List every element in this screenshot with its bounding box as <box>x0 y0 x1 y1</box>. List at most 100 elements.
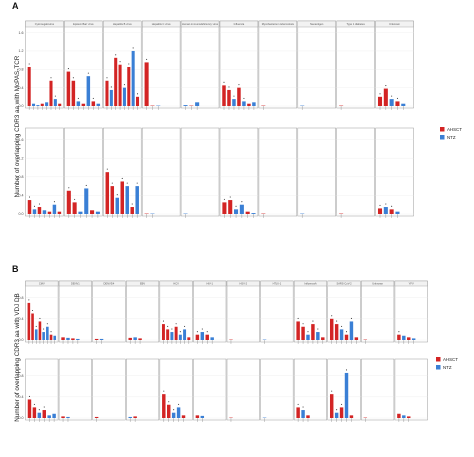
outlier-point <box>162 320 164 322</box>
bar <box>120 181 124 214</box>
bar <box>96 103 101 106</box>
legend-label: NTZ <box>443 365 452 370</box>
outlier-point <box>126 182 128 184</box>
outlier-point <box>54 95 56 97</box>
facet-2-7 <box>258 127 298 218</box>
facet-title: Hepatitis C virus <box>152 22 172 26</box>
facet-header <box>361 280 395 287</box>
bar <box>383 88 388 106</box>
facet-frame <box>260 358 294 421</box>
bar <box>40 103 44 106</box>
facet-title: YFV <box>409 282 414 286</box>
bar <box>133 337 137 340</box>
facet-header <box>226 280 260 287</box>
legend: AHSCT NTZ <box>440 127 462 140</box>
outlier-point <box>385 203 387 205</box>
outlier-point <box>31 309 34 312</box>
bar <box>32 407 37 418</box>
bar <box>71 80 76 106</box>
bar <box>389 209 394 214</box>
bar <box>42 210 47 214</box>
bar <box>109 89 113 106</box>
outlier-point <box>136 93 139 95</box>
facet-2-9 <box>336 127 375 218</box>
facet-1-3: Hepatitis B virus <box>103 20 142 110</box>
facet-1-7: HSV-2 <box>226 280 260 344</box>
bar <box>339 407 344 418</box>
facet-frame <box>219 127 259 217</box>
facet-1-6: Influenza <box>219 20 259 110</box>
outlier-point <box>229 196 231 198</box>
facet-1-1: CMV <box>25 280 59 344</box>
facet-title: DENV1 <box>71 282 80 286</box>
bar <box>200 415 205 418</box>
bar <box>200 332 205 340</box>
bar <box>71 338 75 340</box>
facet-frame <box>92 280 126 343</box>
facet-header <box>180 20 220 28</box>
bar <box>306 334 310 340</box>
outlier-point <box>307 331 309 333</box>
outlier-point <box>46 323 48 325</box>
bar <box>162 394 166 418</box>
bar <box>122 87 126 106</box>
bar <box>354 337 359 340</box>
bar <box>66 190 71 214</box>
outlier-point <box>77 97 79 99</box>
bar <box>339 329 344 340</box>
facet-header <box>375 20 414 28</box>
y-axis-label: Number of overlapping CDR3 aa with McPAS… <box>14 55 21 197</box>
facet-frame <box>193 358 227 421</box>
facet-title: Human immunodeficiency virus <box>182 22 219 26</box>
facet-1-3: DENV3/4 <box>92 280 126 344</box>
outlier-point <box>179 331 181 333</box>
bar <box>38 321 42 340</box>
bar <box>195 102 200 106</box>
facet-title: Unknown <box>372 282 383 286</box>
outlier-point <box>238 84 240 86</box>
facet-title: Cytomegalovirus <box>35 22 55 26</box>
bar <box>222 85 226 106</box>
facet-2-5 <box>180 127 220 218</box>
outlier-point <box>132 47 134 49</box>
y-tick-label: 1.2 <box>19 49 24 53</box>
facet-frame <box>297 20 336 109</box>
facet-header <box>159 280 193 287</box>
facet-title: InfluenzaA <box>304 282 317 286</box>
bar <box>32 103 36 106</box>
facet-1-12: YFV <box>394 280 428 344</box>
facet-1-5: HCV <box>159 280 193 344</box>
outlier-point <box>201 328 203 330</box>
y-tick-label: 0.4 <box>19 395 24 399</box>
outlier-point <box>223 81 225 83</box>
outlier-point <box>331 390 333 392</box>
bar <box>401 103 406 106</box>
facet-frame <box>25 280 59 343</box>
outlier-point <box>297 317 299 320</box>
facet-1-4: Hepatitis C virus <box>141 20 181 110</box>
outlier-point <box>67 68 69 70</box>
facet-1-10: Unknown <box>375 20 414 110</box>
bar <box>36 105 40 106</box>
outlier-point <box>312 320 314 322</box>
y-tick-label: 0.0 <box>19 416 24 420</box>
bar <box>183 329 187 340</box>
facet-header <box>193 280 227 287</box>
bar <box>32 209 37 214</box>
bar <box>114 57 118 106</box>
y-tick-label: 1.6 <box>19 31 24 35</box>
bar <box>76 101 81 106</box>
outlier-point <box>39 317 41 320</box>
y-tick-label: 1.2 <box>19 156 24 160</box>
bar <box>135 186 139 214</box>
outlier-point <box>131 203 133 205</box>
facet-frame <box>58 358 92 421</box>
facet-2-6 <box>219 127 259 218</box>
outlier-point <box>396 97 399 99</box>
outlier-point <box>228 86 230 88</box>
bar <box>306 415 310 418</box>
outlier-point <box>92 97 94 99</box>
bar <box>131 50 135 106</box>
facet-title: Hepatitis B virus <box>113 22 132 26</box>
facet-header <box>394 280 428 287</box>
